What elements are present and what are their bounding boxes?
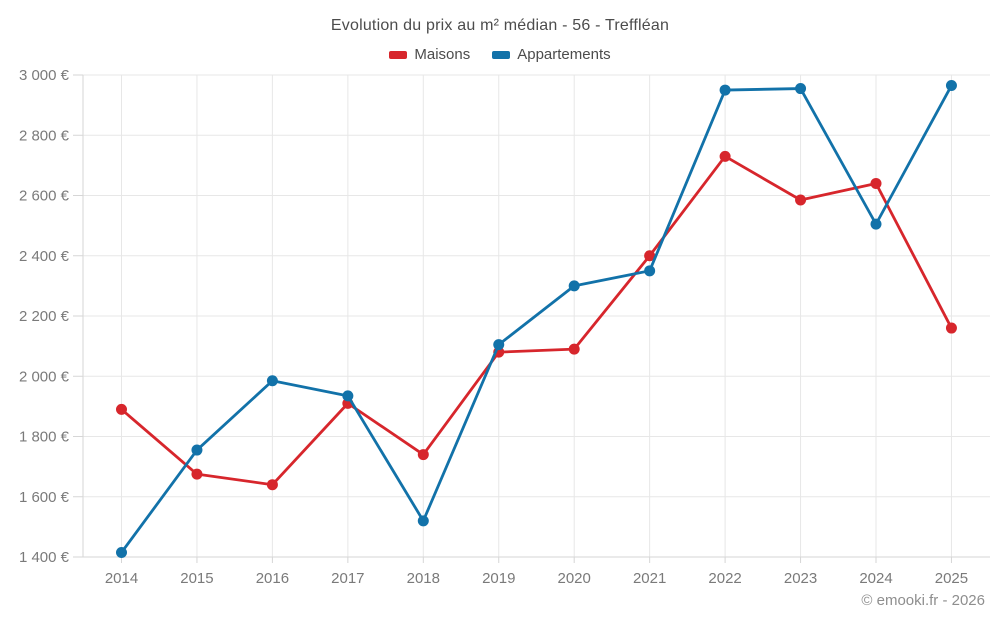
y-axis-label: 2 400 €	[19, 248, 70, 265]
appartements-point-2021[interactable]	[644, 265, 656, 277]
maisons-line	[120, 154, 953, 487]
x-axis-label: 2016	[256, 570, 289, 587]
copyright-text: © emooki.fr - 2026	[861, 592, 985, 609]
maisons-point-2016[interactable]	[266, 479, 278, 491]
appartements-point-2023[interactable]	[795, 83, 807, 95]
maisons-point-2024[interactable]	[870, 177, 882, 189]
y-axis-label: 1 600 €	[19, 489, 70, 506]
y-axis-label: 3 000 €	[19, 67, 70, 84]
y-axis-label: 2 200 €	[19, 308, 70, 325]
maisons-point-2022[interactable]	[719, 150, 731, 162]
x-axis-label: 2025	[935, 570, 968, 587]
y-axis-label: 1 800 €	[19, 429, 70, 446]
x-axis-label: 2019	[482, 570, 515, 587]
appartements-point-2017[interactable]	[342, 390, 354, 402]
x-axis-label: 2015	[180, 570, 213, 587]
x-axis-label: 2018	[407, 570, 440, 587]
legend-item-maisons[interactable]: Maisons	[389, 46, 470, 63]
x-axis-label: 2017	[331, 570, 364, 587]
appartements-point-2022[interactable]	[719, 84, 731, 96]
appartements-point-2014[interactable]	[116, 546, 127, 558]
maisons-point-2021[interactable]	[644, 250, 656, 262]
appartements-legend-swatch-icon	[492, 50, 511, 59]
appartements-legend-label: Appartements	[517, 46, 611, 63]
x-axis-label: 2020	[558, 570, 591, 587]
appartements-point-2016[interactable]	[266, 375, 278, 387]
appartements-point-2024[interactable]	[870, 218, 882, 230]
appartements-line	[120, 84, 953, 554]
appartements-point-2020[interactable]	[568, 280, 580, 292]
y-axis-label: 2 800 €	[19, 127, 70, 144]
appartements-point-2018[interactable]	[417, 515, 429, 527]
maisons-point-2025[interactable]	[945, 322, 957, 334]
maisons-legend-swatch-icon	[389, 50, 408, 59]
x-axis-label: 2023	[784, 570, 817, 587]
y-axis-label: 2 600 €	[19, 188, 70, 205]
maisons-point-2018[interactable]	[417, 449, 429, 461]
y-axis-label: 2 000 €	[19, 368, 70, 385]
maisons-point-2020[interactable]	[568, 343, 580, 355]
maisons-point-2015[interactable]	[191, 468, 203, 480]
maisons-point-2014[interactable]	[116, 403, 127, 415]
x-axis-label: 2024	[859, 570, 892, 587]
appartements-point-2015[interactable]	[191, 444, 203, 456]
legend: Maisons Appartements	[0, 46, 1000, 63]
y-axis-label: 1 400 €	[19, 549, 70, 566]
maisons-point-2023[interactable]	[795, 194, 807, 206]
appartements-point-2019[interactable]	[493, 339, 505, 351]
legend-item-appartements[interactable]: Appartements	[492, 46, 611, 63]
x-axis-label: 2014	[105, 570, 138, 587]
x-axis-label: 2021	[633, 570, 666, 587]
x-axis-label: 2022	[708, 570, 741, 587]
appartements-point-2025[interactable]	[945, 80, 957, 92]
maisons-legend-label: Maisons	[414, 46, 471, 63]
chart-title: Evolution du prix au m² médian - 56 - Tr…	[330, 17, 670, 34]
